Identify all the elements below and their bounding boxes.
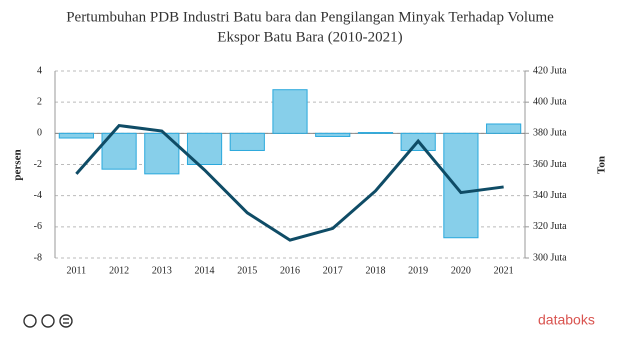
x-tick-label: 2012 xyxy=(109,265,129,276)
x-tick-label: 2011 xyxy=(67,265,87,276)
bar xyxy=(315,132,351,137)
y2-axis-label: Ton xyxy=(596,156,608,174)
y-tick-label: -8 xyxy=(34,252,42,263)
bar xyxy=(357,132,394,134)
bar xyxy=(144,132,180,175)
chart-title: Pertumbuhan PDB Industri Batu bara dan P… xyxy=(66,9,554,25)
x-tick-label: 2019 xyxy=(408,265,428,276)
x-tick-label: 2018 xyxy=(365,265,385,276)
y-tick-label: 0 xyxy=(37,128,42,139)
y-tick-label: -4 xyxy=(34,190,42,201)
bar xyxy=(443,132,479,239)
bar xyxy=(58,132,94,139)
y-axis-label: persen xyxy=(12,149,24,180)
y-tick-label: 2 xyxy=(37,96,42,107)
bar xyxy=(272,89,308,134)
y-tick-label: -2 xyxy=(34,159,42,170)
bar xyxy=(486,123,522,134)
line xyxy=(75,123,504,242)
y-tick-label: -6 xyxy=(34,221,42,232)
y-tick-label: 4 xyxy=(37,65,42,76)
bar xyxy=(101,132,137,170)
y2-tick-label: 360 Juta xyxy=(533,159,567,170)
brand: databoks xyxy=(538,312,595,328)
x-tick-label: 2017 xyxy=(323,265,343,276)
x-tick-label: 2020 xyxy=(451,265,471,276)
y2-tick-label: 380 Juta xyxy=(533,128,567,139)
license-icons xyxy=(23,314,73,328)
y2-tick-label: 320 Juta xyxy=(533,221,567,232)
chart-title: Ekspor Batu Bara (2010-2021) xyxy=(217,29,402,45)
x-tick-label: 2021 xyxy=(494,265,514,276)
x-tick-label: 2016 xyxy=(280,265,300,276)
x-tick-label: 2013 xyxy=(152,265,172,276)
y2-tick-label: 340 Juta xyxy=(533,190,567,201)
bar xyxy=(229,132,265,151)
y2-tick-label: 300 Juta xyxy=(533,252,567,263)
y2-tick-label: 400 Juta xyxy=(533,96,567,107)
x-tick-label: 2014 xyxy=(195,265,215,276)
y2-tick-label: 420 Juta xyxy=(533,65,567,76)
x-tick-label: 2015 xyxy=(237,265,257,276)
